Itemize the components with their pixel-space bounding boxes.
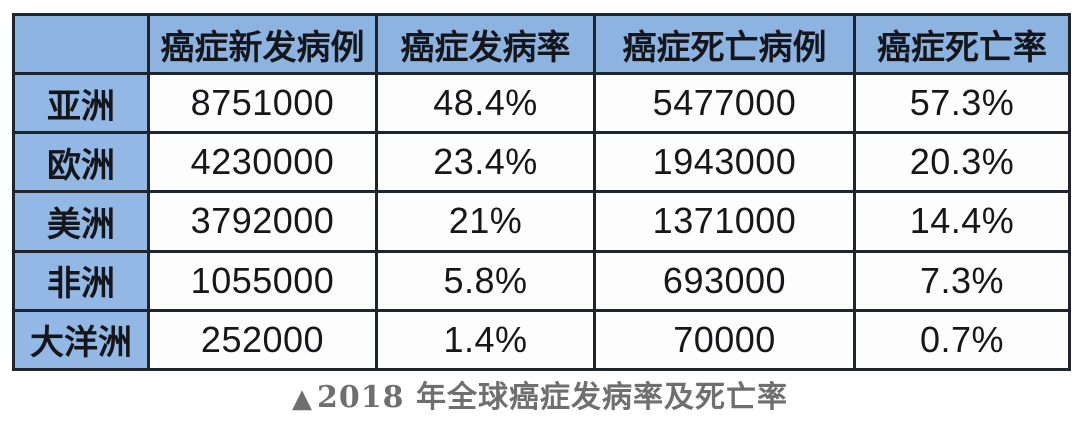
column-header-incidence-rate: 癌症发病率 bbox=[375, 13, 596, 75]
cell-asia-incidence-rate: 48.4% bbox=[375, 71, 596, 135]
column-header-death-cases: 癌症死亡病例 bbox=[593, 13, 856, 75]
cell-oceania-new-cases: 252000 bbox=[147, 308, 378, 372]
triangle-up-icon: ▲ bbox=[292, 384, 314, 414]
row-label-africa: 非洲 bbox=[12, 249, 150, 312]
cell-oceania-mortality-rate: 0.7% bbox=[853, 308, 1071, 372]
cell-europe-incidence-rate: 23.4% bbox=[375, 131, 596, 194]
cell-americas-new-cases: 3792000 bbox=[147, 190, 378, 253]
cell-africa-death-cases: 693000 bbox=[593, 249, 856, 312]
header-row: 癌症新发病例 癌症发病率 癌症死亡病例 癌症死亡率 bbox=[12, 13, 1071, 75]
table-row-africa: 非洲 1055000 5.8% 693000 7.3% bbox=[12, 249, 1071, 312]
cell-oceania-incidence-rate: 1.4% bbox=[375, 308, 596, 372]
cell-asia-mortality-rate: 57.3% bbox=[853, 71, 1071, 135]
table-caption: ▲ 2018 年全球癌症发病率及死亡率 bbox=[0, 374, 1080, 424]
table-row-europe: 欧洲 4230000 23.4% 1943000 20.3% bbox=[12, 131, 1071, 194]
cell-africa-mortality-rate: 7.3% bbox=[853, 249, 1071, 312]
cell-americas-incidence-rate: 21% bbox=[375, 190, 596, 253]
row-label-europe: 欧洲 bbox=[12, 131, 150, 194]
cell-asia-new-cases: 8751000 bbox=[147, 71, 378, 135]
table-row-asia: 亚洲 8751000 48.4% 5477000 57.3% bbox=[12, 71, 1071, 135]
cell-europe-new-cases: 4230000 bbox=[147, 131, 378, 194]
cell-americas-death-cases: 1371000 bbox=[593, 190, 856, 253]
cell-africa-new-cases: 1055000 bbox=[147, 249, 378, 312]
corner-cell bbox=[12, 13, 150, 75]
row-label-asia: 亚洲 bbox=[12, 71, 150, 135]
cell-americas-mortality-rate: 14.4% bbox=[853, 190, 1071, 253]
column-header-new-cases: 癌症新发病例 bbox=[147, 13, 378, 75]
row-label-oceania: 大洋洲 bbox=[12, 308, 150, 372]
cell-asia-death-cases: 5477000 bbox=[593, 71, 856, 135]
table-row-oceania: 大洋洲 252000 1.4% 70000 0.7% bbox=[12, 308, 1071, 372]
cell-oceania-death-cases: 70000 bbox=[593, 308, 856, 372]
table-row-americas: 美洲 3792000 21% 1371000 14.4% bbox=[12, 190, 1071, 253]
row-label-americas: 美洲 bbox=[12, 190, 150, 253]
cell-africa-incidence-rate: 5.8% bbox=[375, 249, 596, 312]
cancer-statistics-table: 癌症新发病例 癌症发病率 癌症死亡病例 癌症死亡率 亚洲 8751000 48.… bbox=[12, 13, 1071, 372]
column-header-mortality-rate: 癌症死亡率 bbox=[853, 13, 1071, 75]
cell-europe-death-cases: 1943000 bbox=[593, 131, 856, 194]
caption-text: 2018 年全球癌症发病率及死亡率 bbox=[317, 380, 788, 415]
cell-europe-mortality-rate: 20.3% bbox=[853, 131, 1071, 194]
